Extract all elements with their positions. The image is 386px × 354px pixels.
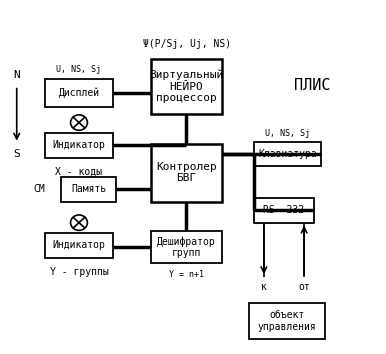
Text: Индикатор: Индикатор [52,141,105,150]
Text: X - коды: X - коды [56,166,103,176]
Text: Индикатор: Индикатор [52,240,105,251]
Bar [151,59,222,114]
Text: от: от [298,282,310,292]
Text: N: N [14,70,20,80]
Bar [46,233,113,258]
Bar [46,133,113,158]
Bar [151,144,222,201]
Text: к: к [261,282,267,292]
Bar [46,79,113,107]
Text: Память: Память [71,184,106,194]
Bar [61,177,116,201]
Bar [151,232,222,263]
Text: RS -232: RS -232 [264,205,305,215]
Text: U, NS, Sj: U, NS, Sj [56,65,102,74]
Text: СМ: СМ [34,184,46,194]
Text: U, NS, Sj: U, NS, Sj [265,129,310,138]
Text: Контролер
БВГ: Контролер БВГ [156,162,217,183]
Text: Клавиатура: Клавиатура [259,149,317,159]
Text: Y = n+1: Y = n+1 [169,270,204,279]
Bar [254,142,322,166]
Text: Виртуальный
НЕЙРО
процессор: Виртуальный НЕЙРО процессор [149,70,223,103]
Circle shape [71,215,87,230]
Bar [249,303,325,338]
Text: Ψ(Р/Sj, Uj, NS): Ψ(Р/Sj, Uj, NS) [143,39,231,48]
Circle shape [71,115,87,130]
Text: Дисплей: Дисплей [58,87,100,98]
Text: Дешифратор
групп: Дешифратор групп [157,236,216,258]
Text: Y - группы: Y - группы [50,267,108,276]
Text: S: S [14,149,20,159]
Bar [254,198,314,223]
Text: объект
управления: объект управления [257,310,316,332]
Text: ПЛИС: ПЛИС [293,78,330,93]
